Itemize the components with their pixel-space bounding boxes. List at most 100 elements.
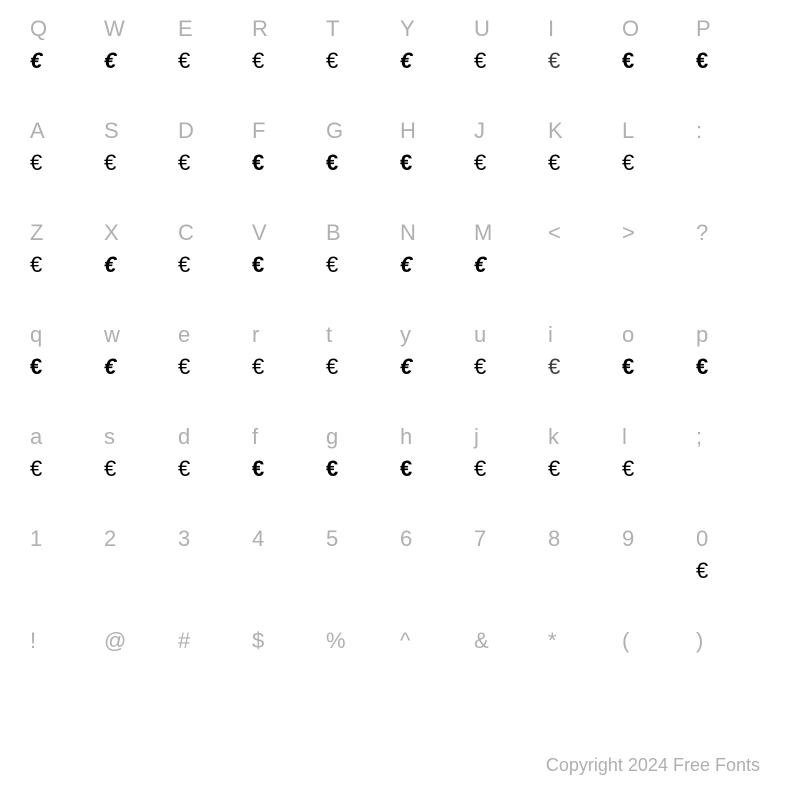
charmap-cell: X€ — [104, 222, 178, 290]
charmap-row: q€w€e€r€t€y€u€i€o€p€ — [30, 324, 770, 392]
char-glyph: € — [548, 152, 560, 188]
charmap-cell: f€ — [252, 426, 326, 494]
char-label: i — [548, 324, 553, 350]
charmap-cell: 0€ — [696, 528, 770, 596]
char-glyph: € — [252, 152, 264, 188]
char-glyph: € — [178, 254, 190, 290]
charmap-cell: P€ — [696, 18, 770, 86]
char-label: V — [252, 222, 267, 248]
charmap-cell: A€ — [30, 120, 104, 188]
char-glyph: € — [548, 356, 560, 392]
charmap-cell: &· — [474, 630, 548, 698]
charmap-cell: w€ — [104, 324, 178, 392]
char-label: N — [400, 222, 416, 248]
char-label: R — [252, 18, 268, 44]
charmap-cell: O€ — [622, 18, 696, 86]
charmap-cell: T€ — [326, 18, 400, 86]
charmap-row: 1·2·3·4·5·6·7·8·9·0€ — [30, 528, 770, 596]
char-label: U — [474, 18, 490, 44]
char-glyph: € — [474, 458, 486, 494]
charmap-cell: 7· — [474, 528, 548, 596]
charmap-cell: o€ — [622, 324, 696, 392]
character-map-grid: Q€W€E€R€T€Y€U€I€O€P€A€S€D€F€G€H€J€K€L€:·… — [0, 0, 800, 698]
charmap-cell: ;· — [696, 426, 770, 494]
char-glyph: € — [30, 50, 42, 86]
charmap-cell: 1· — [30, 528, 104, 596]
char-glyph: € — [326, 458, 338, 494]
char-glyph: € — [30, 458, 42, 494]
char-glyph: € — [178, 458, 190, 494]
charmap-cell: )· — [696, 630, 770, 698]
char-label: a — [30, 426, 42, 452]
char-label: J — [474, 120, 485, 146]
charmap-row: A€S€D€F€G€H€J€K€L€:· — [30, 120, 770, 188]
charmap-cell: y€ — [400, 324, 474, 392]
char-label: p — [696, 324, 708, 350]
char-label: X — [104, 222, 119, 248]
char-label: ; — [696, 426, 702, 452]
char-label: H — [400, 120, 416, 146]
charmap-cell: 4· — [252, 528, 326, 596]
charmap-cell: Q€ — [30, 18, 104, 86]
charmap-cell: $· — [252, 630, 326, 698]
char-glyph: € — [104, 254, 116, 290]
charmap-cell: R€ — [252, 18, 326, 86]
char-glyph: € — [400, 50, 412, 86]
charmap-row: !·@·#·$·%·^·&·*·(·)· — [30, 630, 770, 698]
charmap-cell: E€ — [178, 18, 252, 86]
char-label: G — [326, 120, 343, 146]
charmap-cell: J€ — [474, 120, 548, 188]
charmap-cell: V€ — [252, 222, 326, 290]
char-label: 2 — [104, 528, 116, 554]
charmap-cell: <· — [548, 222, 622, 290]
char-glyph: € — [696, 50, 708, 86]
char-label: h — [400, 426, 412, 452]
char-label: y — [400, 324, 411, 350]
charmap-cell: C€ — [178, 222, 252, 290]
char-label: $ — [252, 630, 264, 656]
charmap-cell: e€ — [178, 324, 252, 392]
char-label: # — [178, 630, 190, 656]
char-glyph: € — [474, 50, 486, 86]
charmap-cell: q€ — [30, 324, 104, 392]
char-label: > — [622, 222, 635, 248]
charmap-cell: r€ — [252, 324, 326, 392]
char-glyph: € — [400, 356, 412, 392]
char-glyph: € — [178, 356, 190, 392]
char-glyph: € — [474, 152, 486, 188]
charmap-cell: D€ — [178, 120, 252, 188]
charmap-cell: M€ — [474, 222, 548, 290]
char-label: ? — [696, 222, 708, 248]
charmap-cell: g€ — [326, 426, 400, 494]
char-glyph: € — [252, 254, 264, 290]
char-label: B — [326, 222, 341, 248]
char-glyph: € — [696, 356, 708, 392]
char-label: 3 — [178, 528, 190, 554]
charmap-cell: W€ — [104, 18, 178, 86]
charmap-cell: #· — [178, 630, 252, 698]
char-glyph: € — [104, 152, 116, 188]
char-label: r — [252, 324, 259, 350]
charmap-cell: K€ — [548, 120, 622, 188]
charmap-cell: ?· — [696, 222, 770, 290]
charmap-cell: 5· — [326, 528, 400, 596]
char-label: T — [326, 18, 339, 44]
char-glyph: € — [30, 254, 42, 290]
char-label: u — [474, 324, 486, 350]
charmap-cell: F€ — [252, 120, 326, 188]
char-label: f — [252, 426, 258, 452]
char-label: % — [326, 630, 346, 656]
char-label: C — [178, 222, 194, 248]
char-label: S — [104, 120, 119, 146]
char-label: k — [548, 426, 559, 452]
char-glyph: € — [104, 458, 116, 494]
char-glyph: € — [252, 356, 264, 392]
char-glyph: € — [622, 356, 634, 392]
char-label: 6 — [400, 528, 412, 554]
charmap-cell: N€ — [400, 222, 474, 290]
char-label: j — [474, 426, 479, 452]
char-label: @ — [104, 630, 126, 656]
char-glyph: € — [696, 560, 708, 596]
char-label: ( — [622, 630, 629, 656]
char-glyph: € — [104, 356, 116, 392]
